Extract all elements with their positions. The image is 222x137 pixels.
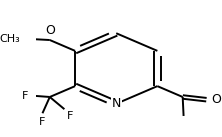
Text: CH₃: CH₃ (0, 34, 21, 44)
Text: F: F (39, 117, 46, 127)
Text: N: N (111, 97, 121, 110)
Text: O: O (45, 24, 55, 37)
Text: O: O (211, 93, 221, 106)
Text: F: F (67, 111, 73, 121)
Text: F: F (22, 91, 28, 101)
